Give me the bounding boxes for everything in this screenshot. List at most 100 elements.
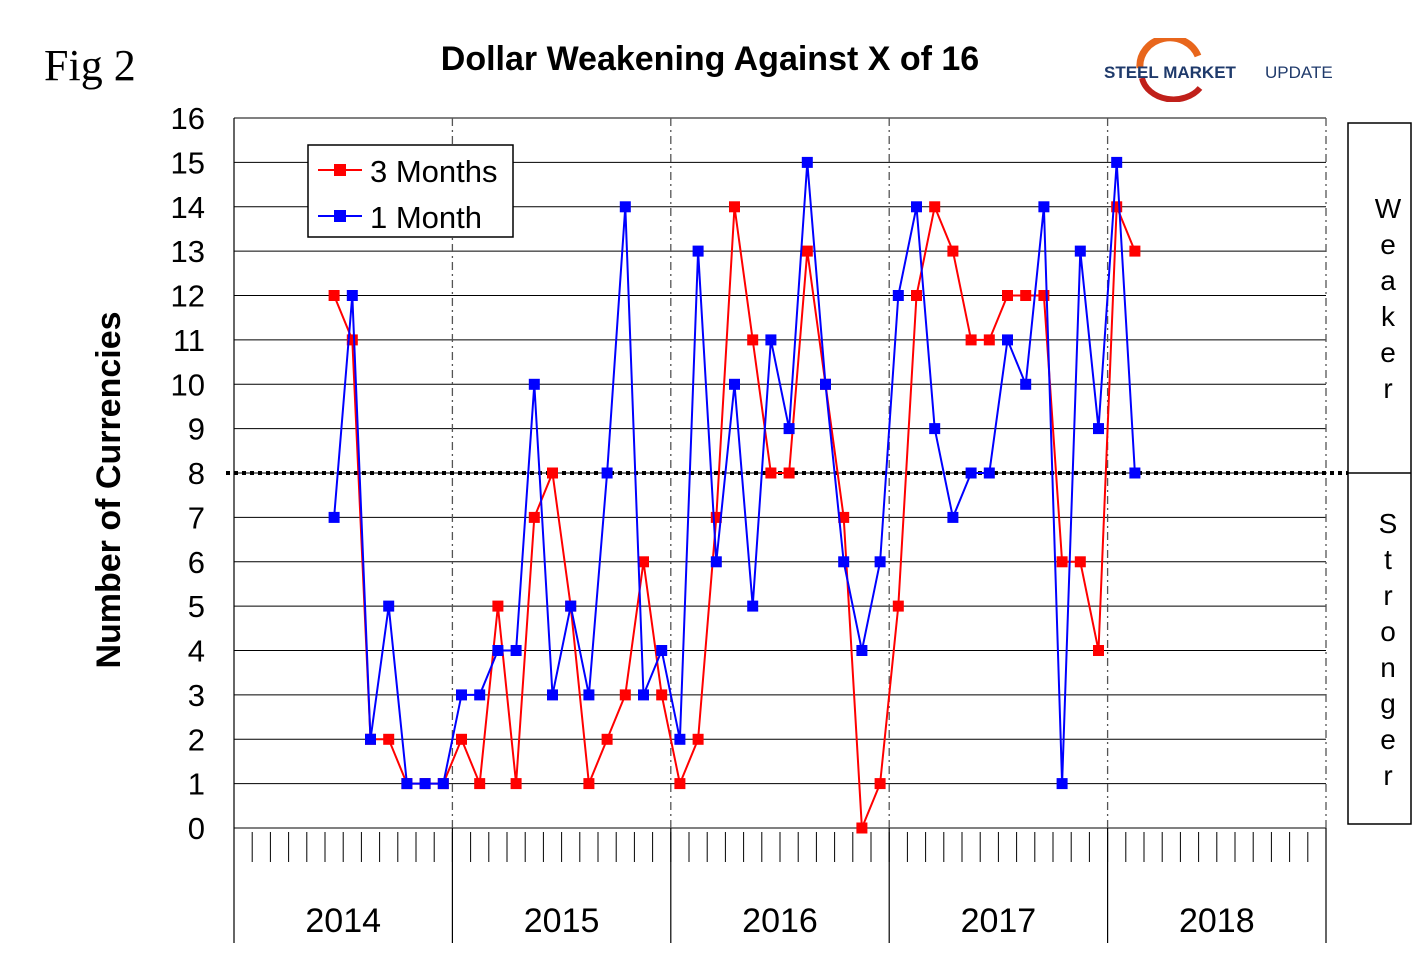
data-point-3-months xyxy=(601,733,613,745)
data-point-3-months xyxy=(783,467,795,479)
data-point-1-month xyxy=(419,778,431,790)
data-point-1-month xyxy=(1093,423,1104,435)
data-point-1-month xyxy=(547,689,558,701)
data-point-1-month xyxy=(874,556,886,568)
data-point-1-month xyxy=(1056,778,1068,790)
y-tick-label-0: 0 xyxy=(188,811,205,846)
data-point-3-months xyxy=(456,733,467,745)
data-point-1-month xyxy=(619,201,631,213)
series-layer xyxy=(328,156,1141,834)
data-point-1-month xyxy=(638,689,649,701)
data-point-3-months xyxy=(947,245,959,257)
y-tick-label-11: 11 xyxy=(173,323,205,358)
data-point-3-months xyxy=(1129,245,1141,257)
data-point-1-month xyxy=(838,556,850,568)
data-point-3-months xyxy=(1093,645,1104,656)
data-point-1-month xyxy=(474,689,486,701)
data-point-1-month xyxy=(765,334,777,346)
data-point-3-months xyxy=(911,290,922,301)
data-point-3-months xyxy=(474,778,486,790)
data-point-1-month xyxy=(965,467,977,479)
data-point-3-months xyxy=(346,334,358,346)
data-point-1-month xyxy=(346,290,358,301)
legend: 3 Months 1 Month xyxy=(307,144,514,238)
data-point-1-month xyxy=(747,600,759,612)
data-point-1-month xyxy=(528,378,540,390)
y-tick-label-10: 10 xyxy=(171,367,205,402)
y-tick-label-7: 7 xyxy=(188,500,205,535)
data-point-3-months xyxy=(892,600,904,612)
data-point-1-month xyxy=(911,201,922,213)
data-point-1-month xyxy=(601,467,613,479)
y-tick-label-8: 8 xyxy=(188,456,205,491)
data-point-3-months xyxy=(674,778,686,790)
y-tick-label-12: 12 xyxy=(171,279,205,314)
y-tick-label-3: 3 xyxy=(188,678,205,713)
y-tick-label-1: 1 xyxy=(188,767,205,802)
data-point-1-month xyxy=(783,423,795,435)
logo-brand-light: UPDATE xyxy=(1265,63,1333,82)
x-year-label-2015: 2015 xyxy=(524,902,600,940)
y-tick-label-6: 6 xyxy=(188,545,205,580)
data-point-1-month xyxy=(1111,156,1123,168)
data-point-1-month xyxy=(1074,245,1086,257)
data-point-3-months xyxy=(710,511,722,523)
data-point-1-month xyxy=(1002,334,1013,346)
steel-market-update-logo: STEEL MARKET UPDATE xyxy=(1104,38,1333,102)
data-point-1-month xyxy=(801,156,813,168)
x-year-label-2014: 2014 xyxy=(305,902,381,940)
data-point-1-month xyxy=(401,778,413,790)
data-point-3-months xyxy=(1020,290,1032,301)
data-point-1-month xyxy=(856,645,868,656)
data-point-1-month xyxy=(820,378,831,390)
data-point-1-month xyxy=(656,645,668,656)
y-tick-label-4: 4 xyxy=(188,634,205,669)
data-point-1-month xyxy=(692,245,704,257)
logo-swoosh-red-icon xyxy=(1139,77,1203,102)
data-point-1-month xyxy=(929,423,941,435)
data-point-3-months xyxy=(383,733,395,745)
data-point-3-months xyxy=(838,511,850,523)
x-year-label-2016: 2016 xyxy=(742,902,818,940)
legend-marker-1-month xyxy=(334,210,346,222)
data-point-3-months xyxy=(983,334,995,346)
data-point-1-month xyxy=(492,645,504,656)
x-year-label-2018: 2018 xyxy=(1179,902,1255,940)
data-point-3-months xyxy=(583,778,595,790)
logo-brand-bold: STEEL MARKET xyxy=(1104,63,1237,82)
data-point-3-months xyxy=(729,201,740,213)
y-tick-label-13: 13 xyxy=(171,234,205,269)
data-point-3-months xyxy=(510,778,522,790)
data-point-1-month xyxy=(729,378,740,390)
data-point-3-months xyxy=(965,334,977,346)
y-axis-label: Number of Currencies xyxy=(90,311,128,668)
data-point-3-months xyxy=(619,689,631,701)
y-tick-label-15: 15 xyxy=(171,145,205,180)
data-point-1-month xyxy=(674,733,686,745)
data-point-3-months xyxy=(801,245,813,257)
data-point-3-months xyxy=(656,689,668,701)
data-point-3-months xyxy=(547,467,558,479)
data-point-3-months xyxy=(929,201,941,213)
data-point-3-months xyxy=(328,290,340,301)
data-point-1-month xyxy=(1020,378,1032,390)
data-point-1-month xyxy=(328,511,340,523)
data-point-3-months xyxy=(638,556,649,568)
data-point-1-month xyxy=(437,778,449,790)
data-point-1-month xyxy=(383,600,395,612)
data-point-1-month xyxy=(583,689,595,701)
data-point-3-months xyxy=(765,467,777,479)
data-point-3-months xyxy=(1074,556,1086,568)
data-point-1-month xyxy=(1038,201,1050,213)
data-point-1-month xyxy=(365,733,376,745)
data-point-1-month xyxy=(983,467,995,479)
data-point-1-month xyxy=(456,689,467,701)
data-point-1-month xyxy=(565,600,577,612)
legend-marker-3-months xyxy=(334,164,346,176)
y-tick-label-9: 9 xyxy=(188,412,205,447)
